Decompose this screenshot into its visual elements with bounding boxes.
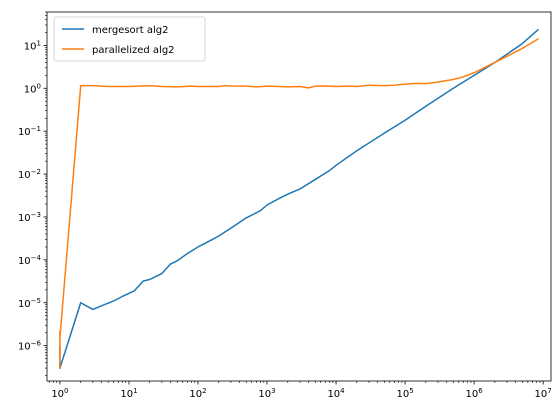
legend-box bbox=[53, 16, 206, 62]
x-tick-label: 100 bbox=[51, 387, 68, 400]
y-tick-label: 10−2 bbox=[18, 168, 41, 181]
x-tick-label: 103 bbox=[258, 387, 275, 400]
plot-area bbox=[47, 12, 551, 381]
series-line-1 bbox=[59, 28, 539, 369]
ticks-layer: 100 101 102 103 104 105 106 107 10−6 10−5 10−4 10−3… bbox=[18, 11, 552, 400]
series-layer bbox=[59, 28, 539, 369]
y-tick-label: 100 bbox=[24, 82, 41, 95]
x-tick-label: 107 bbox=[535, 387, 552, 400]
y-tick-label: 10−1 bbox=[18, 125, 41, 138]
y-tick-label: 10−4 bbox=[18, 254, 42, 267]
axes-background bbox=[47, 12, 551, 381]
y-tick-label: 101 bbox=[24, 39, 41, 52]
legend: mergesort alg2 parallelized alg2 bbox=[53, 16, 206, 62]
y-tick-label: 10−6 bbox=[18, 340, 42, 353]
legend-label-1: mergesort alg2 bbox=[92, 25, 168, 36]
x-tick-label: 105 bbox=[396, 387, 413, 400]
legend-label-2: parallelized alg2 bbox=[92, 45, 175, 56]
y-tick-label: 10−5 bbox=[18, 297, 41, 310]
series-line-2 bbox=[59, 38, 539, 369]
x-tick-label: 104 bbox=[327, 387, 345, 400]
x-tick-label: 106 bbox=[466, 387, 484, 400]
x-tick-label: 101 bbox=[120, 387, 137, 400]
y-tick-label: 10−3 bbox=[18, 211, 41, 224]
x-tick-label: 102 bbox=[189, 387, 206, 400]
